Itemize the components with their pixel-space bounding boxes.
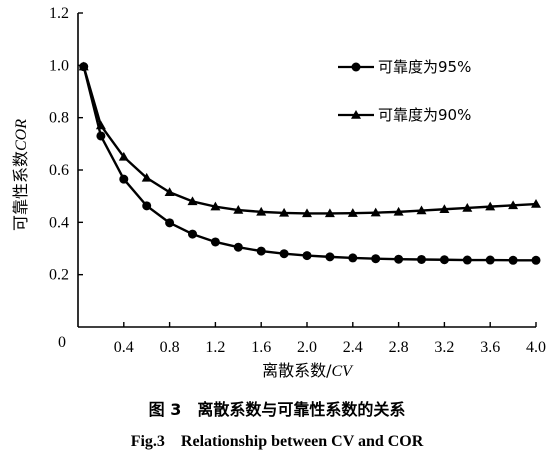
- data-point-circle: [394, 254, 404, 264]
- data-point-circle: [96, 131, 106, 141]
- y-tick-label: 0.2: [49, 267, 69, 284]
- data-point-triangle: [416, 205, 427, 215]
- data-point-circle: [531, 255, 541, 265]
- data-point-triangle: [393, 206, 404, 216]
- x-axis-title-main: 离散系数/: [262, 361, 332, 380]
- x-tick-label: 1.2: [205, 339, 225, 356]
- x-tick-label: 0.4: [114, 339, 134, 356]
- data-point-triangle: [78, 61, 89, 71]
- data-point-circle: [417, 254, 426, 264]
- data-point-triangle: [164, 187, 175, 196]
- data-point-circle: [485, 255, 495, 265]
- x-axis-title-italic: CV: [331, 363, 354, 380]
- y-tick-label: 0.6: [49, 162, 69, 179]
- data-point-triangle: [256, 206, 267, 216]
- data-point-circle: [348, 253, 358, 263]
- y-axis-title-italic: COR: [13, 119, 30, 151]
- data-point-triangle: [347, 208, 358, 217]
- data-point-triangle: [485, 201, 496, 211]
- data-point-circle: [371, 254, 381, 264]
- series-layer: [78, 61, 541, 265]
- x-tick-label: 4.0: [526, 339, 546, 356]
- data-point-circle: [210, 237, 220, 247]
- data-point-circle: [142, 201, 152, 211]
- y-tick-label: 0.8: [49, 110, 69, 127]
- ticks: 0.2 0.4 0.6 0.8 1.0 1.2 0.4 0.8 1.2 1.6 2.0 2.4 2.8 3…: [49, 5, 546, 356]
- x-tick-label: 3.6: [480, 339, 500, 356]
- series-95: [79, 62, 541, 265]
- y-tick-label: 1.0: [49, 57, 69, 74]
- y-tick-label: 0.4: [49, 214, 69, 231]
- x-tick-label: 0.8: [160, 339, 180, 356]
- data-point-circle: [256, 246, 266, 256]
- data-point-circle: [188, 229, 197, 239]
- data-point-triangle: [324, 208, 335, 218]
- data-point-circle: [233, 242, 243, 252]
- data-point-triangle: [439, 204, 450, 213]
- y-axis-title-main: 可靠性系数: [11, 151, 30, 231]
- series-90: [78, 61, 541, 218]
- y-axis-title: 可靠性系数COR: [11, 119, 30, 231]
- x-tick-label: 1.6: [251, 339, 271, 356]
- y-tick-label: 1.2: [49, 5, 69, 22]
- data-point-circle: [508, 255, 518, 265]
- data-point-circle: [439, 255, 449, 265]
- data-point-circle: [462, 255, 472, 265]
- legend: 可靠度为95% 可靠度为90%: [338, 58, 471, 124]
- data-point-circle: [325, 252, 335, 262]
- data-point-triangle: [187, 196, 198, 206]
- legend-label-95: 可靠度为95%: [378, 58, 471, 76]
- data-point-triangle: [95, 120, 106, 130]
- data-point-triangle: [233, 205, 244, 214]
- x-tick-label: 2.4: [343, 339, 363, 356]
- legend-marker-circle: [351, 62, 361, 72]
- data-point-circle: [119, 174, 129, 184]
- data-point-triangle: [118, 151, 129, 161]
- x-axis-title: 离散系数/CV: [262, 361, 354, 380]
- data-point-triangle: [462, 202, 473, 212]
- data-point-triangle: [141, 172, 152, 182]
- data-point-circle: [302, 251, 312, 261]
- data-point-circle: [279, 249, 289, 259]
- legend-marker-triangle: [351, 110, 361, 119]
- x-tick-label: 2.0: [297, 339, 317, 356]
- data-point-triangle: [210, 201, 221, 211]
- data-point-triangle: [279, 207, 290, 217]
- data-point-circle: [165, 218, 175, 228]
- x-tick-label: 2.8: [389, 339, 409, 356]
- origin-label: 0: [58, 334, 66, 351]
- figure-caption-zh: 图 3 离散系数与可靠性系数的关系: [148, 400, 406, 419]
- x-tick-label: 3.2: [434, 339, 454, 356]
- data-point-triangle: [531, 199, 541, 208]
- data-point-triangle: [370, 207, 381, 217]
- series-line: [82, 66, 537, 215]
- data-point-triangle: [302, 208, 312, 218]
- figure-caption-en: Fig.3 Relationship between CV and COR: [130, 433, 424, 450]
- series-line: [82, 66, 536, 262]
- legend-label-90: 可靠度为90%: [378, 106, 471, 124]
- data-point-triangle: [508, 200, 519, 210]
